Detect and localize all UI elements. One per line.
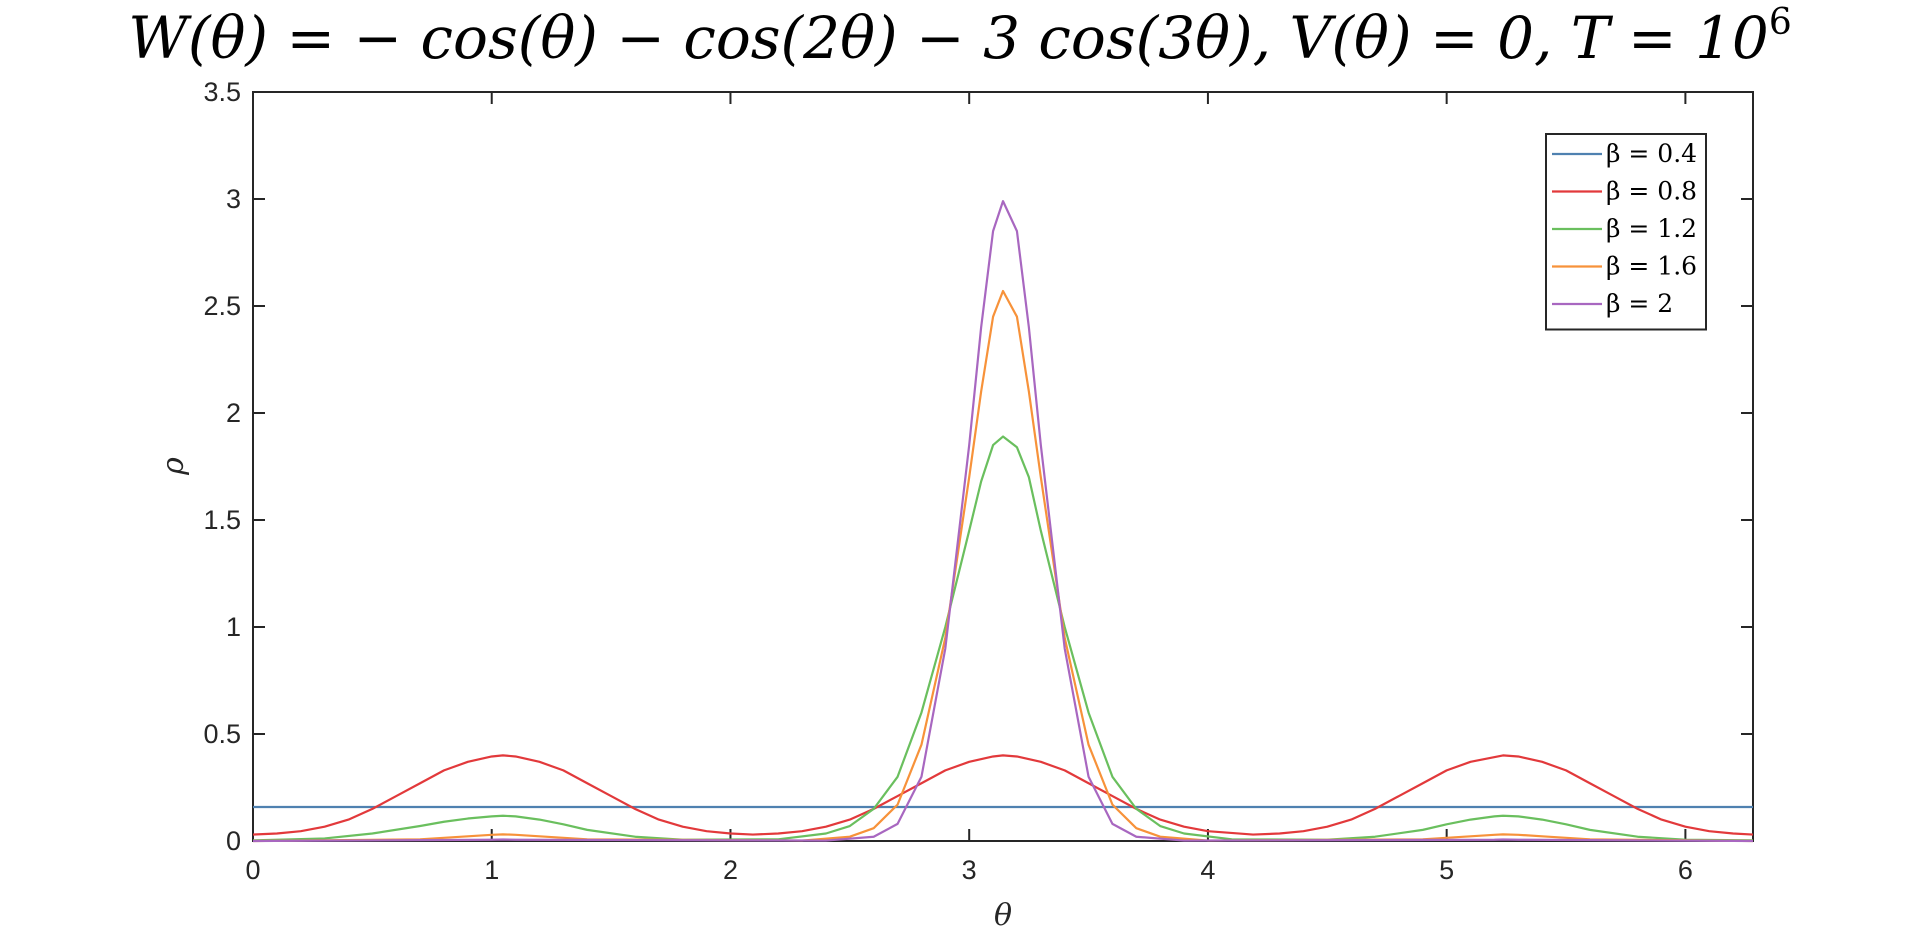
legend-label: β = 2 (1606, 289, 1673, 318)
x-tick-label: 5 (1439, 855, 1454, 885)
series-line (252, 289, 1754, 843)
legend-label: β = 0.8 (1606, 177, 1697, 206)
legend-box (1545, 133, 1707, 331)
legend: β = 0.4 β = 0.8 β = 1.2 β = 1.6 β = 2 (1545, 133, 1707, 331)
x-tick-label: 2 (723, 855, 738, 885)
y-tick-label: 0 (226, 826, 241, 856)
series-lines (252, 200, 1754, 843)
chart-title: W(θ) = − cos(θ) − cos(2θ) − 3 cos(3θ), V… (128, 2, 1791, 72)
y-tick-label: 3.5 (203, 77, 241, 107)
legend-label: β = 1.6 (1606, 252, 1697, 281)
x-axis-label: θ (994, 898, 1012, 933)
y-tick-label: 0.5 (203, 719, 241, 749)
y-tick-label: 2.5 (203, 291, 241, 321)
x-tick-label: 1 (484, 855, 499, 885)
y-tick-label: 1.5 (203, 505, 241, 535)
y-axis-ticks: 0 0.5 1 1.5 2 2.5 3 3.5 (203, 77, 1753, 856)
y-tick-label: 3 (226, 184, 241, 214)
series-line (252, 754, 1754, 836)
y-axis-label: ρ (156, 457, 191, 476)
legend-label: β = 0.4 (1606, 139, 1697, 168)
x-tick-label: 6 (1678, 855, 1693, 885)
series-line (252, 200, 1754, 843)
y-tick-label: 1 (226, 612, 241, 642)
chart-title-main: W(θ) = − cos(θ) − cos(2θ) − 3 cos(3θ), V… (128, 4, 1769, 72)
x-tick-label: 0 (245, 855, 260, 885)
series-line (252, 435, 1754, 842)
chart-title-exponent: 6 (1769, 2, 1792, 43)
y-tick-label: 2 (226, 398, 241, 428)
x-tick-label: 3 (962, 855, 977, 885)
x-tick-label: 4 (1200, 855, 1215, 885)
plot-area (252, 91, 1754, 842)
legend-label: β = 1.2 (1606, 214, 1697, 243)
